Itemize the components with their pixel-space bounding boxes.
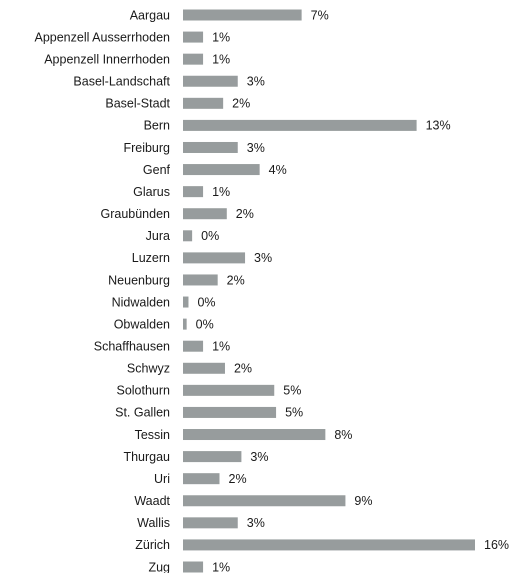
bar-wallis bbox=[183, 517, 238, 529]
value-label-uri: 2% bbox=[229, 472, 247, 486]
category-label-nidwalden: Nidwalden bbox=[112, 295, 170, 309]
category-label-uri: Uri bbox=[154, 472, 170, 486]
bar-basel-stadt bbox=[183, 97, 224, 109]
bar-thurgau bbox=[183, 451, 242, 463]
category-label-luzern: Luzern bbox=[132, 251, 170, 265]
bar-glarus bbox=[183, 186, 204, 198]
bar-bern bbox=[183, 119, 417, 131]
category-label-tessin: Tessin bbox=[135, 428, 170, 442]
bar-uri bbox=[183, 473, 220, 485]
bar-appenzell-ausserrhoden bbox=[183, 31, 204, 43]
bar-aargau bbox=[183, 9, 302, 21]
bar-appenzell-innerrhoden bbox=[183, 53, 204, 65]
category-label-st-gallen: St. Gallen bbox=[115, 406, 170, 420]
category-label-glarus: Glarus bbox=[133, 185, 170, 199]
bar-nidwalden bbox=[183, 296, 189, 308]
value-label-tessin: 8% bbox=[334, 428, 352, 442]
value-label-schaffhausen: 1% bbox=[212, 340, 230, 354]
category-label-schwyz: Schwyz bbox=[127, 362, 170, 376]
value-label-schwyz: 2% bbox=[234, 362, 252, 376]
value-label-waadt: 9% bbox=[354, 494, 372, 508]
value-label-luzern: 3% bbox=[254, 251, 272, 265]
category-label-schaffhausen: Schaffhausen bbox=[94, 340, 170, 354]
category-label-graubunden: Graubünden bbox=[100, 207, 170, 221]
bar-graubunden bbox=[183, 208, 227, 220]
category-label-freiburg: Freiburg bbox=[123, 141, 170, 155]
value-label-aargau: 7% bbox=[311, 8, 329, 22]
value-label-st-gallen: 5% bbox=[285, 406, 303, 420]
category-label-wallis: Wallis bbox=[137, 516, 170, 530]
bar-solothurn bbox=[183, 384, 275, 396]
category-labels: Aargau Appenzell Ausserrhoden Appenzell In… bbox=[34, 8, 170, 573]
bar-zurich bbox=[183, 539, 475, 551]
bar-jura bbox=[183, 230, 193, 242]
value-label-obwalden: 0% bbox=[196, 317, 214, 331]
category-label-neuenburg: Neuenburg bbox=[108, 273, 170, 287]
bar-obwalden bbox=[183, 318, 187, 330]
category-label-basel-stadt: Basel-Stadt bbox=[105, 97, 170, 111]
value-label-thurgau: 3% bbox=[250, 450, 268, 464]
category-label-solothurn: Solothurn bbox=[116, 384, 170, 398]
category-label-basel-landschaft: Basel-Landschaft bbox=[73, 75, 170, 89]
value-label-neuenburg: 2% bbox=[227, 273, 245, 287]
category-label-appenzell-ausserrhoden: Appenzell Ausserrhoden bbox=[34, 30, 170, 44]
category-label-waadt: Waadt bbox=[134, 494, 170, 508]
bar-st-gallen bbox=[183, 406, 277, 418]
bar-luzern bbox=[183, 252, 246, 264]
value-label-genf: 4% bbox=[269, 163, 287, 177]
value-label-graubunden: 2% bbox=[236, 207, 254, 221]
value-label-bern: 13% bbox=[426, 119, 451, 133]
bar-tessin bbox=[183, 429, 326, 441]
category-label-bern: Bern bbox=[144, 119, 170, 133]
value-label-solothurn: 5% bbox=[283, 384, 301, 398]
bar-waadt bbox=[183, 495, 346, 507]
category-label-thurgau: Thurgau bbox=[123, 450, 170, 464]
bar-schwyz bbox=[183, 362, 225, 374]
category-label-jura: Jura bbox=[146, 229, 170, 243]
value-label-basel-stadt: 2% bbox=[232, 97, 250, 111]
category-label-aargau: Aargau bbox=[130, 8, 170, 22]
value-label-glarus: 1% bbox=[212, 185, 230, 199]
bar-basel-landschaft bbox=[183, 75, 238, 87]
value-label-basel-landschaft: 3% bbox=[247, 75, 265, 89]
value-label-appenzell-innerrhoden: 1% bbox=[212, 52, 230, 66]
bar-neuenburg bbox=[183, 274, 218, 286]
value-labels: 7%1%1%3%2%13%3%4%1%2%0%3%2%0%0%1%2%5%5%8… bbox=[196, 8, 509, 573]
bars bbox=[183, 9, 475, 573]
value-label-wallis: 3% bbox=[247, 516, 265, 530]
value-label-appenzell-ausserrhoden: 1% bbox=[212, 30, 230, 44]
value-label-zug: 1% bbox=[212, 560, 230, 573]
category-label-zug: Zug bbox=[148, 560, 170, 573]
value-label-zurich: 16% bbox=[484, 538, 509, 552]
category-label-appenzell-innerrhoden: Appenzell Innerrhoden bbox=[44, 52, 170, 66]
bar-genf bbox=[183, 164, 260, 176]
value-label-freiburg: 3% bbox=[247, 141, 265, 155]
bar-zug bbox=[183, 561, 204, 573]
value-label-jura: 0% bbox=[201, 229, 219, 243]
category-label-zurich: Zürich bbox=[135, 538, 170, 552]
category-label-obwalden: Obwalden bbox=[114, 317, 170, 331]
bar-schaffhausen bbox=[183, 340, 204, 352]
category-label-genf: Genf bbox=[143, 163, 171, 177]
value-label-nidwalden: 0% bbox=[197, 295, 215, 309]
bar-freiburg bbox=[183, 141, 238, 153]
